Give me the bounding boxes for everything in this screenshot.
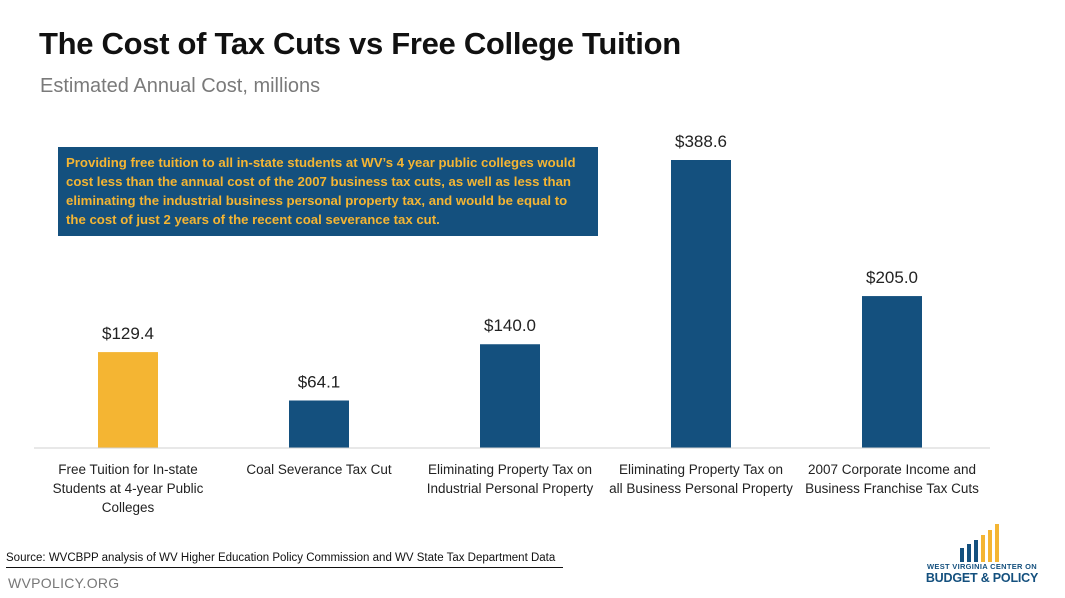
bar-0: [98, 352, 158, 448]
value-label-3: $388.6: [675, 132, 727, 151]
bar-1: [289, 400, 349, 448]
value-label-0: $129.4: [102, 324, 154, 343]
website-label: WVPOLICY.ORG: [8, 575, 120, 591]
category-label-4: 2007 Corporate Income and Business Franch…: [805, 462, 979, 496]
wvcbp-logo: WEST VIRGINIA CENTER ON BUDGET & POLICY: [918, 518, 1058, 590]
bar-3: [671, 160, 731, 448]
chart-title: The Cost of Tax Cuts vs Free College Tui…: [39, 26, 681, 61]
chart-subtitle: Estimated Annual Cost, millions: [40, 75, 321, 97]
bar-4: [862, 296, 922, 448]
category-label-2: Eliminating Property Tax on Industrial Pe…: [427, 462, 594, 496]
category-label-1: Coal Severance Tax Cut: [246, 462, 392, 477]
bar-2: [480, 344, 540, 448]
category-label-0: Free Tuition for In-state Students at 4-y…: [53, 462, 204, 515]
source-note: Source: WVCBPP analysis of WV Higher Edu…: [6, 552, 563, 568]
value-label-2: $140.0: [484, 316, 536, 335]
value-label-4: $205.0: [866, 268, 918, 287]
category-label-3: Eliminating Property Tax on all Business …: [609, 462, 793, 496]
callout-box: Providing free tuition to all in-state s…: [58, 147, 598, 236]
value-label-1: $64.1: [298, 372, 341, 391]
